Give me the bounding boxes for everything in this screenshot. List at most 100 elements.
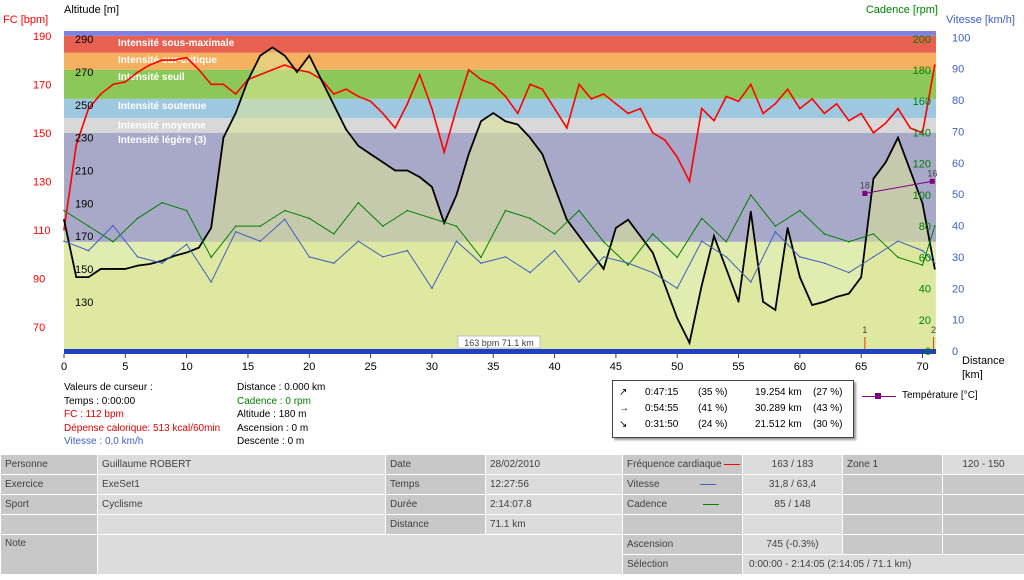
data-point-vitesse xyxy=(112,224,114,227)
temperature-value-label: 16 xyxy=(927,168,937,178)
data-point-fc xyxy=(615,102,617,105)
date-value: 28/02/2010 xyxy=(485,454,623,475)
data-point-altitude xyxy=(480,120,482,123)
data-point-fc xyxy=(161,59,163,61)
data-point-altitude xyxy=(553,186,556,188)
data-point-altitude xyxy=(516,123,519,126)
data-point-cadence xyxy=(921,264,924,266)
data-point-cadence xyxy=(406,209,409,212)
vitesse-tick-label: 90 xyxy=(952,64,964,76)
data-point-altitude xyxy=(124,268,127,270)
temperature-legend-label: Température [°C] xyxy=(902,390,978,401)
altitude-tick-label: 190 xyxy=(75,198,93,210)
data-point-fc xyxy=(835,102,838,105)
x-tick-label: 65 xyxy=(855,361,867,373)
data-point-vitesse xyxy=(848,271,850,274)
data-point-altitude xyxy=(320,79,323,82)
distance-label: Distance xyxy=(385,514,486,535)
data-point-fc xyxy=(750,83,752,86)
data-point-cadence xyxy=(725,240,728,243)
data-point-altitude xyxy=(651,251,654,254)
data-point-cadence xyxy=(87,225,90,227)
data-point-altitude xyxy=(529,136,531,139)
x-tick-label: 50 xyxy=(671,361,683,373)
vitesse-tick-label: 50 xyxy=(952,189,964,201)
duree-value: 2:14:07.8 xyxy=(485,494,623,515)
data-point-fc xyxy=(63,228,65,231)
data-point-altitude xyxy=(247,79,249,82)
distance-bar xyxy=(64,349,936,354)
empty-cell xyxy=(742,514,843,535)
x-tick-label: 70 xyxy=(916,361,928,373)
fc-tick-label: 90 xyxy=(33,273,45,285)
data-point-altitude xyxy=(933,268,936,270)
zone-label: Intensité seuil xyxy=(118,72,185,83)
data-point-altitude xyxy=(99,268,102,270)
data-point-altitude xyxy=(713,235,715,237)
data-point-altitude xyxy=(431,186,433,188)
cadence-axis-title: Cadence [rpm] xyxy=(866,4,938,16)
data-point-fc xyxy=(774,102,777,105)
data-point-fc xyxy=(394,127,396,129)
data-point-altitude xyxy=(136,264,139,267)
stats-time: 0:31:50 xyxy=(645,419,679,430)
data-point-altitude xyxy=(357,145,360,147)
note-value xyxy=(97,534,623,575)
data-point-cadence xyxy=(504,209,507,212)
data-point-fc xyxy=(418,73,421,76)
data-point-fc xyxy=(664,139,666,141)
fc-label: Fréquence cardiaque xyxy=(627,459,722,470)
data-point-cadence xyxy=(259,225,262,227)
cursor-ascension: Ascension : 0 m xyxy=(237,422,309,434)
stats-pct-dist: (43 %) xyxy=(813,403,843,414)
exercice-value: ExeSet1 xyxy=(97,474,386,495)
data-point-vitesse xyxy=(406,249,409,252)
x-axis-title: Distance xyxy=(962,355,1005,367)
table-row: Sélection 0:00:00 - 2:14:05 (2:14:05 / 7… xyxy=(1,554,1024,575)
temperature-point xyxy=(862,190,868,196)
data-point-cadence xyxy=(799,209,801,212)
data-point-vitesse xyxy=(627,262,629,264)
data-point-fc xyxy=(198,68,200,71)
temps-value: 12:27:56 xyxy=(485,474,623,495)
data-point-vitesse xyxy=(578,281,580,283)
data-point-fc xyxy=(933,64,936,66)
stats-time: 0:54:55 xyxy=(645,403,679,414)
data-point-cadence xyxy=(210,256,212,259)
vitesse-tick-label: 80 xyxy=(952,95,964,107)
data-point-cadence xyxy=(455,225,458,227)
stats-row-down: ↘ 0:31:50 (24 %) 21.512 km (30 %) xyxy=(613,419,853,435)
data-point-cadence xyxy=(897,256,899,259)
vitesse-tick-label: 70 xyxy=(952,126,964,138)
cadence-label: Cadence xyxy=(627,499,668,510)
data-point-vitesse xyxy=(872,256,875,258)
data-point-fc xyxy=(909,127,912,129)
vitesse-tick-label: 10 xyxy=(952,315,964,327)
data-point-fc xyxy=(136,71,139,74)
data-point-vitesse xyxy=(602,256,605,258)
data-point-fc xyxy=(455,107,458,110)
data-point-cadence xyxy=(185,209,188,212)
data-point-fc xyxy=(234,93,237,95)
vitesse-tick-label: 40 xyxy=(952,221,964,233)
altitude-tick-label: 270 xyxy=(75,67,93,79)
data-point-cadence xyxy=(774,225,777,227)
data-point-fc xyxy=(700,107,703,110)
empty-cell xyxy=(842,494,943,515)
data-point-fc xyxy=(884,122,887,124)
cursor-distance: Distance : 0.000 km xyxy=(237,382,326,393)
data-point-fc xyxy=(553,107,556,110)
data-point-cadence xyxy=(578,209,580,212)
data-point-fc xyxy=(173,59,176,61)
data-point-fc xyxy=(210,83,212,86)
cursor-fc: FC : 112 bpm xyxy=(64,409,124,420)
altitude-tick-label: 290 xyxy=(75,34,93,46)
date-label: Date xyxy=(385,454,486,475)
data-point-fc xyxy=(75,144,78,146)
data-point-altitude xyxy=(700,284,703,287)
table-row: Note Ascension 745 (-0.3%) xyxy=(0,534,1024,575)
vitesse-tick-label: 60 xyxy=(952,158,964,170)
data-point-cadence xyxy=(627,264,629,266)
table-row: Distance 71.1 km xyxy=(0,514,1024,535)
